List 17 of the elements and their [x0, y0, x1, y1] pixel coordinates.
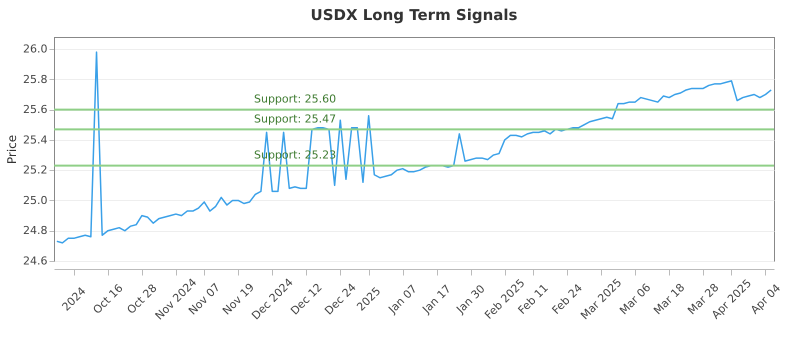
y-axis-title: Price	[5, 134, 20, 164]
y-tick-label: 24.6	[23, 254, 48, 268]
y-tick-label: 25.6	[23, 103, 48, 116]
y-tick-label: 24.8	[23, 224, 48, 238]
y-tick-label: 25.0	[23, 194, 48, 207]
y-tick-label: 25.4	[23, 133, 48, 146]
ref-line-label: Support: 25.60	[254, 92, 336, 106]
line-series	[56, 51, 772, 244]
x-tick-label: Mar 18	[651, 281, 688, 318]
x-tick-label: Jan 17	[419, 282, 454, 317]
y-tick-label: 25.8	[23, 72, 48, 86]
y-tick-label: 26.0	[23, 42, 48, 56]
x-tick-label: Jan 07	[385, 282, 420, 317]
ref-line-label: Support: 25.47	[254, 112, 336, 126]
x-tick-label: Oct 16	[90, 282, 126, 317]
y-tick-label: 25.2	[23, 164, 48, 177]
chart-title: USDX Long Term Signals	[310, 6, 518, 24]
